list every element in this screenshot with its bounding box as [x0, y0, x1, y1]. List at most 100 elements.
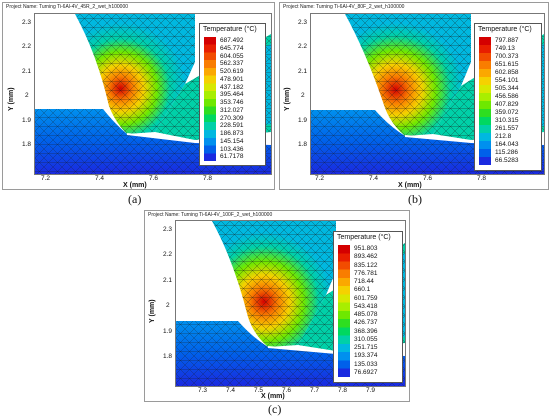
legend-value: 407.829 [495, 101, 519, 108]
panel-c: Project Name: Turning Ti-6Al-4V_100F_2_w… [144, 210, 410, 402]
legend-value: 426.737 [354, 319, 378, 327]
y-tick: 2.2 [298, 43, 308, 50]
project-name: Project Name: Turning Ti-6Al-4V_80F_2_we… [283, 4, 405, 10]
y-tick: 2.1 [298, 68, 308, 75]
legend-value: 797.887 [495, 37, 519, 44]
caption-b: (b) [408, 192, 422, 206]
temperature-legend: Temperature (°C) 687.492 645.774 604.055 56… [199, 23, 266, 166]
legend-value: 601.759 [354, 294, 378, 302]
x-axis-label: X (mm) [398, 182, 422, 189]
y-tick: 1.9 [163, 328, 173, 335]
legend-value: 66.5283 [495, 157, 519, 164]
legend-value: 312.027 [220, 106, 244, 114]
legend-values: 687.492 645.774 604.055 562.337 520.619 478.9… [220, 37, 244, 161]
project-name: Project Name: Turning Ti-6Al-4V_100F_2_w… [148, 212, 273, 218]
legend-value: 651.615 [495, 61, 519, 68]
x-tick: 7.5 [254, 387, 264, 394]
legend-value: 395.464 [220, 91, 244, 99]
y-tick: 1.9 [298, 117, 308, 124]
y-tick: 2.1 [22, 68, 32, 75]
y-tick: 2.3 [298, 19, 308, 26]
temperature-legend: Temperature (°C) 797.887 749.13 700.373 651… [474, 23, 542, 171]
legend-value: 368.396 [354, 327, 378, 335]
panel-a: Project Name: Turning Ti-6Al-4V_45R_2_we… [2, 2, 275, 190]
y-axis-label: Y (mm) [8, 87, 15, 111]
legend-value: 893.462 [354, 253, 378, 261]
y-tick: 1.9 [22, 117, 32, 124]
legend-colorbar [479, 37, 491, 165]
legend-value: 228.591 [220, 122, 244, 130]
legend-value: 115.286 [495, 149, 519, 156]
x-tick: 7.2 [41, 175, 51, 182]
y-axis-label: Y (mm) [149, 299, 156, 323]
legend-value: 700.373 [495, 53, 519, 60]
y-tick: 1.8 [22, 141, 32, 148]
x-tick: 7.6 [282, 387, 292, 394]
y-tick: 2.3 [22, 19, 32, 26]
x-tick: 7.8 [203, 175, 213, 182]
legend-value: 485.078 [354, 311, 378, 318]
legend-value: 193.374 [354, 352, 378, 360]
caption-c: (c) [268, 402, 282, 416]
x-tick: 7.8 [477, 175, 487, 182]
legend-value: 543.418 [354, 302, 378, 310]
legend-value: 602.858 [495, 69, 519, 76]
x-tick: 7.4 [95, 175, 105, 182]
legend-value: 61.7178 [220, 153, 244, 161]
x-tick: 7.9 [366, 387, 376, 394]
legend-value: 437.182 [220, 83, 244, 91]
y-tick: 2.1 [163, 277, 173, 284]
legend-value: 604.055 [220, 52, 244, 60]
legend-value: 135.033 [354, 360, 378, 368]
legend-value: 261.557 [495, 125, 519, 132]
legend-title: Temperature (°C) [203, 26, 257, 33]
legend-value: 103.436 [220, 145, 244, 153]
legend-value: 212.8 [495, 133, 512, 140]
legend-value: 749.13 [495, 45, 515, 52]
legend-value: 835.122 [354, 261, 378, 269]
legend-value: 251.715 [354, 344, 378, 351]
panel-b: Project Name: Turning Ti-6Al-4V_80F_2_we… [279, 2, 549, 190]
legend-value: 718.44 [354, 278, 374, 285]
project-name: Project Name: Turning Ti-6Al-4V_45R_2_we… [6, 4, 129, 10]
legend-value: 353.746 [220, 99, 244, 106]
y-axis-label: Y (mm) [284, 87, 291, 111]
legend-title: Temperature (°C) [478, 26, 532, 33]
legend-values: 797.887 749.13 700.373 651.615 602.858 554.10… [495, 37, 519, 165]
legend-title: Temperature (°C) [337, 234, 391, 241]
temperature-legend: Temperature (°C) 951.803 893.462 835.122 77… [333, 231, 403, 383]
y-tick: 2.3 [163, 226, 173, 233]
y-tick: 2 [25, 92, 29, 99]
x-tick: 7.6 [423, 175, 433, 182]
legend-value: 687.492 [220, 37, 244, 44]
legend-value: 660.1 [354, 286, 371, 294]
x-axis-label: X (mm) [261, 393, 285, 400]
y-tick: 2.2 [163, 251, 173, 258]
x-tick: 7.4 [226, 387, 236, 394]
legend-colorbar [338, 245, 350, 377]
legend-value: 554.101 [495, 77, 519, 84]
y-tick: 2 [301, 92, 305, 99]
legend-value: 456.586 [495, 93, 519, 100]
legend-value: 186.873 [220, 130, 244, 137]
y-tick: 1.8 [163, 353, 173, 360]
legend-value: 145.154 [220, 137, 244, 145]
legend-value: 645.774 [220, 44, 244, 52]
x-tick: 7.8 [338, 387, 348, 394]
x-tick: 7.3 [198, 387, 208, 394]
legend-colorbar [204, 37, 216, 161]
y-tick: 2.2 [22, 43, 32, 50]
legend-value: 164.043 [495, 141, 519, 148]
x-tick: 7.2 [315, 175, 325, 182]
legend-value: 776.781 [354, 269, 378, 277]
legend-value: 505.344 [495, 85, 519, 92]
legend-value: 76.6927 [354, 368, 378, 376]
legend-values: 951.803 893.462 835.122 776.781 718.44 660.1 6… [354, 245, 378, 377]
legend-value: 359.072 [495, 109, 519, 116]
legend-value: 562.337 [220, 60, 244, 68]
legend-value: 310.055 [354, 335, 378, 343]
x-tick: 7.6 [149, 175, 159, 182]
x-tick: 7.4 [369, 175, 379, 182]
x-tick: 7.7 [310, 387, 320, 394]
legend-value: 310.315 [495, 117, 519, 124]
